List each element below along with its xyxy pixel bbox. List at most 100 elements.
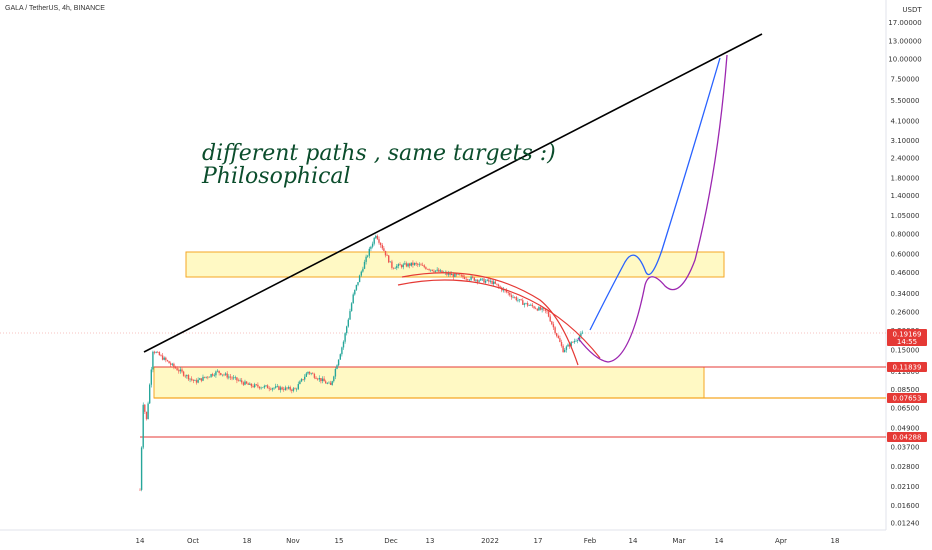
candle[interactable] (549, 314, 551, 322)
candle[interactable] (249, 382, 251, 385)
candle[interactable] (410, 262, 412, 267)
candle[interactable] (523, 302, 526, 308)
candle[interactable] (392, 267, 395, 270)
candle[interactable] (220, 372, 222, 376)
candle[interactable] (140, 446, 143, 492)
candle[interactable] (305, 372, 307, 377)
candle[interactable] (279, 385, 282, 393)
candle[interactable] (421, 262, 424, 266)
candle[interactable] (286, 387, 288, 391)
candle[interactable] (375, 234, 377, 239)
candle[interactable] (376, 234, 379, 240)
candle[interactable] (326, 382, 328, 385)
candle[interactable] (234, 375, 236, 380)
candle[interactable] (262, 387, 264, 389)
candle[interactable] (310, 372, 312, 376)
candle[interactable] (323, 376, 325, 382)
candle[interactable] (336, 364, 338, 370)
candle[interactable] (526, 301, 529, 308)
candle[interactable] (265, 385, 267, 387)
candle[interactable] (171, 362, 173, 366)
candle[interactable] (465, 276, 467, 281)
candle[interactable] (409, 262, 411, 269)
arc-upper[interactable] (397, 279, 601, 359)
candle[interactable] (331, 380, 333, 386)
candle[interactable] (396, 264, 398, 271)
candle[interactable] (139, 488, 141, 491)
candle[interactable] (418, 262, 421, 267)
candle[interactable] (530, 303, 532, 307)
candle[interactable] (299, 380, 301, 385)
candle[interactable] (199, 377, 201, 380)
candle[interactable] (560, 339, 563, 348)
candle[interactable] (360, 270, 362, 277)
candle[interactable] (509, 291, 511, 297)
candle[interactable] (436, 267, 438, 272)
candle[interactable] (195, 378, 198, 385)
candle[interactable] (554, 326, 556, 335)
candle[interactable] (446, 270, 448, 277)
candle[interactable] (237, 378, 240, 382)
candle[interactable] (302, 378, 304, 381)
candle[interactable] (334, 367, 337, 380)
candle[interactable] (325, 379, 327, 384)
candle[interactable] (174, 365, 177, 369)
candle[interactable] (520, 298, 522, 301)
candle[interactable] (161, 353, 164, 361)
candle[interactable] (231, 376, 233, 381)
candle[interactable] (470, 275, 472, 282)
candle[interactable] (228, 374, 230, 380)
candle[interactable] (258, 386, 261, 390)
candle[interactable] (397, 263, 400, 269)
candle[interactable] (144, 404, 146, 414)
candle[interactable] (215, 370, 217, 378)
candle[interactable] (399, 262, 401, 266)
candle[interactable] (425, 266, 427, 270)
candle[interactable] (247, 382, 249, 385)
candle[interactable] (362, 266, 364, 273)
candle[interactable] (292, 387, 295, 393)
candle[interactable] (462, 273, 464, 279)
candle[interactable] (518, 299, 521, 303)
candle[interactable] (226, 371, 228, 380)
candle[interactable] (157, 350, 159, 353)
candle[interactable] (210, 373, 212, 378)
candle[interactable] (268, 386, 270, 392)
candle[interactable] (163, 356, 165, 361)
candle[interactable] (168, 360, 170, 364)
candle[interactable] (373, 237, 375, 246)
candle[interactable] (577, 339, 579, 344)
candle[interactable] (304, 374, 306, 382)
candle[interactable] (514, 296, 516, 299)
candle[interactable] (186, 374, 188, 379)
candle[interactable] (370, 245, 372, 252)
candle[interactable] (535, 306, 537, 310)
candle[interactable] (510, 293, 513, 300)
candle[interactable] (181, 367, 183, 374)
projection-path-purple[interactable] (577, 54, 728, 363)
candle[interactable] (573, 338, 576, 344)
candle[interactable] (531, 303, 534, 308)
candle[interactable] (207, 376, 209, 380)
candle[interactable] (184, 374, 186, 379)
candle[interactable] (312, 372, 314, 375)
candle[interactable] (142, 402, 144, 450)
candle[interactable] (347, 317, 349, 328)
candle[interactable] (433, 269, 435, 273)
candle[interactable] (439, 268, 442, 273)
candle[interactable] (431, 269, 433, 272)
candle[interactable] (313, 372, 316, 380)
candle[interactable] (536, 308, 538, 312)
time-axis[interactable]: 14 Oct 18 Nov 15 Dec 13 2022 17 Feb 14 Mar 14 Apr 18 (136, 537, 840, 545)
candle[interactable] (565, 345, 568, 353)
candle[interactable] (349, 308, 351, 320)
candle[interactable] (552, 321, 555, 330)
candle[interactable] (145, 411, 148, 421)
candle[interactable] (263, 384, 266, 389)
candle[interactable] (394, 266, 396, 269)
candle[interactable] (191, 376, 193, 382)
candle[interactable] (428, 268, 430, 272)
candle[interactable] (412, 260, 414, 268)
candle[interactable] (160, 354, 162, 357)
candle[interactable] (483, 277, 485, 283)
